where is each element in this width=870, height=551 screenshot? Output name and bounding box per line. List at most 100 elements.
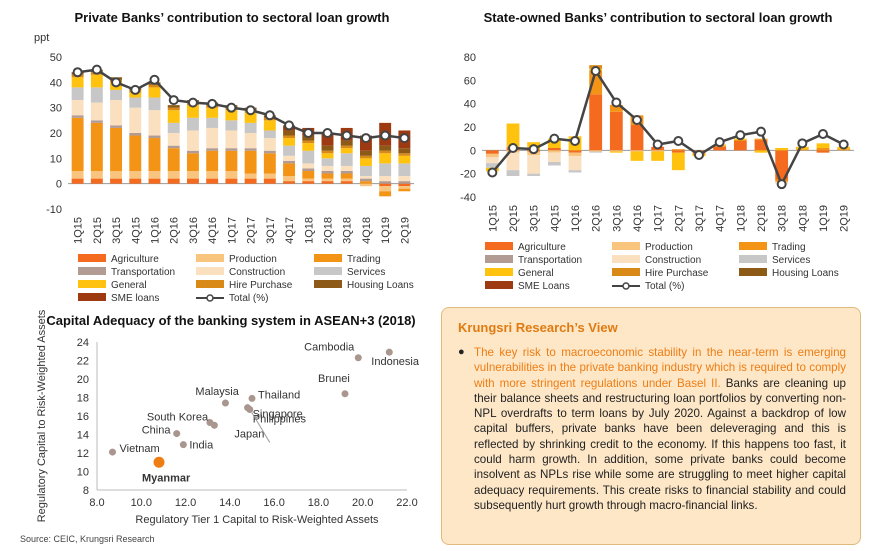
bar-transportation bbox=[90, 120, 103, 123]
bullet-icon: ● bbox=[458, 346, 465, 358]
point-label-thailand: Thailand bbox=[258, 389, 300, 401]
bar-production bbox=[398, 186, 411, 189]
x-tick-label: 14.0 bbox=[219, 497, 240, 509]
bar-agriculture bbox=[547, 148, 561, 151]
legend-swatch-production bbox=[196, 254, 224, 262]
bar-agriculture bbox=[206, 178, 219, 184]
bar-agriculture bbox=[244, 178, 257, 184]
legend-swatch-agriculture bbox=[78, 254, 106, 262]
bar-construction bbox=[283, 155, 296, 161]
scatter-point-vietnam bbox=[109, 448, 116, 456]
bar-general bbox=[129, 92, 142, 98]
bar-construction bbox=[359, 176, 372, 179]
scatter-point-malaysia bbox=[221, 399, 229, 407]
legend-label-trading: Trading bbox=[772, 242, 806, 253]
total-marker bbox=[590, 66, 601, 76]
scatter-point-thailand bbox=[248, 394, 256, 402]
x-tick-label: 3Q18 bbox=[777, 205, 789, 232]
x-tick-label: 1Q17 bbox=[226, 217, 238, 244]
x-tick-label: 1Q18 bbox=[735, 205, 747, 232]
bar-services bbox=[148, 97, 161, 111]
bar-construction bbox=[71, 100, 84, 116]
bar-production bbox=[263, 173, 276, 179]
bar-production bbox=[110, 171, 123, 179]
bar-construction bbox=[340, 165, 353, 171]
x-tick-label: 2Q19 bbox=[839, 205, 851, 232]
scatter-point-japan bbox=[210, 421, 218, 429]
x-tick-label: 3Q17 bbox=[265, 217, 277, 244]
bar-agriculture bbox=[775, 150, 789, 180]
bar-agriculture bbox=[340, 181, 353, 184]
bar-production bbox=[485, 153, 499, 158]
bar-trading bbox=[379, 191, 392, 197]
y-tick-label: 0 bbox=[56, 179, 62, 191]
bar-transportation bbox=[379, 181, 392, 184]
bar-agriculture bbox=[568, 150, 582, 153]
bar-transportation bbox=[302, 168, 315, 171]
x-tick-label: 1Q16 bbox=[570, 205, 582, 232]
bar-general bbox=[148, 87, 161, 98]
bar-transportation bbox=[225, 148, 238, 151]
total-marker bbox=[149, 74, 160, 85]
bar-general bbox=[167, 110, 180, 123]
total-marker bbox=[130, 84, 141, 95]
total-marker bbox=[756, 126, 766, 137]
legend-label-hire-purchase: Hire Purchase bbox=[229, 280, 293, 291]
total-marker bbox=[776, 179, 787, 190]
point-label-malaysia: Malaysia bbox=[195, 386, 239, 398]
bar-trading bbox=[225, 150, 238, 171]
total-marker bbox=[399, 133, 410, 144]
legend-label-housing-loans: Housing Loans bbox=[347, 280, 414, 291]
bar-services bbox=[206, 117, 219, 128]
x-tick-label: 2Q17 bbox=[673, 205, 685, 232]
legend-marker-swatch bbox=[622, 282, 630, 290]
bar-trading bbox=[671, 149, 685, 151]
legend-swatch-general bbox=[485, 268, 513, 276]
bar-hire-purchase bbox=[167, 107, 180, 111]
point-label-brunei: Brunei bbox=[318, 373, 350, 385]
bar-housing-loans bbox=[302, 135, 315, 141]
total-marker bbox=[91, 64, 102, 75]
bar-hire-purchase bbox=[148, 84, 161, 88]
y-tick-label: 40 bbox=[464, 99, 476, 111]
legend-label-agriculture: Agriculture bbox=[111, 254, 159, 265]
bar-production bbox=[359, 183, 372, 187]
bar-general bbox=[379, 153, 392, 164]
bar-agriculture bbox=[110, 178, 123, 184]
bar-general bbox=[651, 151, 665, 161]
bar-transportation bbox=[244, 148, 257, 151]
legend-label-transportation: Transportation bbox=[518, 255, 582, 266]
bar-services bbox=[527, 173, 541, 176]
x-tick-label: 4Q15 bbox=[130, 217, 142, 244]
bar-transportation bbox=[283, 160, 296, 164]
x-tick-label: 22.0 bbox=[396, 497, 417, 509]
chart-title: Capital Adequacy of the banking system i… bbox=[46, 313, 415, 328]
legend-label-general: General bbox=[518, 268, 554, 279]
bar-construction bbox=[506, 152, 520, 171]
scatter-point-india bbox=[179, 441, 187, 449]
legend-swatch-general bbox=[78, 280, 106, 288]
scatter-point-china bbox=[173, 430, 181, 438]
bar-construction bbox=[225, 130, 238, 149]
bar-general bbox=[206, 107, 219, 118]
y-tick-label: 80 bbox=[464, 52, 476, 64]
bar-services bbox=[71, 87, 84, 101]
bar-services bbox=[129, 97, 142, 108]
bar-services bbox=[302, 150, 315, 164]
bar-construction bbox=[547, 152, 561, 162]
bar-hire-purchase bbox=[379, 150, 392, 154]
bar-general bbox=[775, 148, 789, 151]
scatter-point-myanmar bbox=[153, 456, 165, 468]
bar-services bbox=[340, 153, 353, 166]
bar-production bbox=[206, 171, 219, 179]
bar-production bbox=[148, 171, 161, 179]
bar-production bbox=[71, 171, 84, 179]
bar-trading bbox=[263, 153, 276, 174]
legend-label-hire-purchase: Hire Purchase bbox=[645, 268, 709, 279]
bar-trading bbox=[321, 173, 334, 179]
x-tick-label: 4Q17 bbox=[284, 217, 296, 244]
legend-swatch-sme-loans bbox=[485, 281, 513, 289]
chart-title: State-owned Banks’ contribution to secto… bbox=[484, 10, 833, 25]
bar-trading bbox=[110, 127, 123, 171]
bar-general bbox=[671, 152, 685, 171]
